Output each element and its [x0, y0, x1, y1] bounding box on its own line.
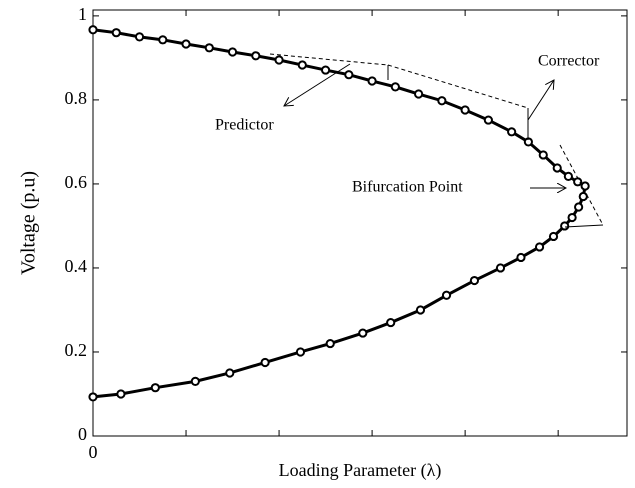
point: [227, 47, 238, 57]
point: [437, 96, 447, 106]
arrow: [284, 63, 351, 106]
point: [567, 212, 577, 223]
point: [190, 376, 200, 386]
predictor-line: [387, 64, 529, 109]
point: [297, 60, 307, 70]
plot-area: 0 0.2 0.4 0.6 0.8 1 0: [65, 4, 628, 462]
point: [116, 389, 126, 399]
y-tick-label: 0.4: [65, 256, 88, 276]
y-tick-label: 0.6: [65, 172, 88, 192]
point: [88, 25, 98, 35]
point: [274, 55, 284, 65]
y-axis-label: Voltage (p.u): [18, 171, 40, 275]
point: [415, 305, 426, 315]
point: [580, 181, 590, 191]
point: [460, 105, 470, 115]
y-tick-label: 0.2: [65, 340, 88, 360]
y-tick-label: 0.8: [65, 88, 88, 108]
point: [386, 317, 396, 328]
y-tick-label: 0: [78, 424, 87, 444]
point: [320, 65, 331, 75]
x-tick-label: 0: [89, 442, 98, 462]
annotation: Predictor: [215, 117, 274, 134]
point: [560, 221, 570, 231]
point: [574, 202, 584, 212]
point: [134, 32, 145, 42]
corrector-step: [564, 224, 604, 228]
point: [225, 368, 235, 378]
annotation: Bifurcation Point: [352, 179, 463, 196]
annotation: Corrector: [538, 53, 600, 70]
point: [260, 357, 270, 368]
point: [578, 191, 588, 202]
point: [295, 347, 306, 357]
x-axis-label: Loading Parameter (λ): [279, 460, 442, 481]
point: [150, 383, 160, 393]
annotation-shapes: [269, 53, 604, 228]
point: [414, 89, 424, 99]
point: [469, 275, 480, 286]
axes-frame: [92, 9, 628, 437]
point: [390, 82, 400, 92]
point: [325, 338, 335, 349]
point: [158, 35, 168, 45]
arrow: [527, 80, 554, 121]
point: [507, 127, 517, 137]
point: [251, 51, 261, 61]
predictor-line: [269, 53, 389, 66]
point: [483, 115, 493, 125]
point: [358, 328, 368, 338]
point: [534, 242, 545, 252]
point: [88, 392, 98, 402]
point: [367, 76, 377, 86]
point: [204, 43, 214, 53]
point: [111, 28, 121, 38]
curve: [92, 28, 587, 399]
point: [563, 171, 573, 181]
point: [552, 163, 562, 173]
predictor-line: [559, 144, 604, 226]
point: [538, 150, 548, 160]
point: [181, 39, 191, 49]
point: [516, 252, 526, 263]
point: [495, 263, 506, 273]
y-tick-label: 1: [78, 4, 87, 24]
point: [441, 290, 452, 300]
point: [344, 70, 354, 80]
point: [548, 231, 559, 242]
